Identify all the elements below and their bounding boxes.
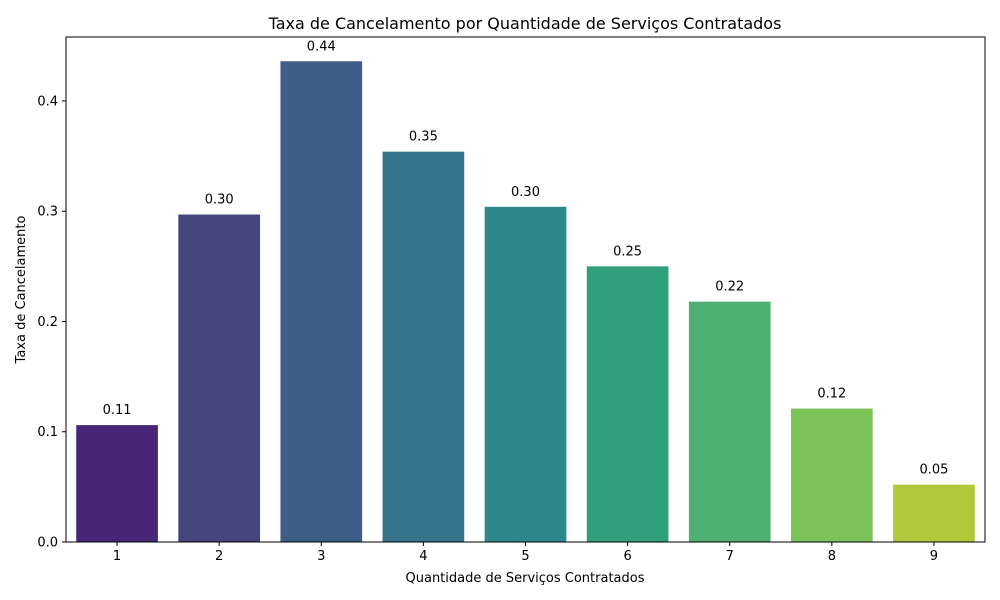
x-tick-label-6: 6 <box>623 549 631 564</box>
x-tick-label-8: 8 <box>828 549 836 564</box>
bar-5 <box>484 206 567 542</box>
data-label-6: 0.25 <box>613 244 642 259</box>
x-tick-label-9: 9 <box>930 549 938 564</box>
x-tick-label-4: 4 <box>419 549 427 564</box>
x-axis-label: Quantidade de Serviços Contratados <box>406 571 645 586</box>
y-tick-label-0: 0.0 <box>37 536 58 551</box>
y-tick-label-1: 0.1 <box>37 425 58 440</box>
x-tick-label-1: 1 <box>113 549 121 564</box>
y-tick-label-3: 0.3 <box>37 205 58 220</box>
x-tick-label-2: 2 <box>215 549 223 564</box>
data-label-3: 0.44 <box>307 39 336 54</box>
bar-3 <box>280 61 363 543</box>
data-label-4: 0.35 <box>409 130 438 145</box>
bar-8 <box>790 408 873 542</box>
data-label-2: 0.30 <box>205 193 234 208</box>
y-axis-label: Taxa de Cancelamento <box>14 216 29 365</box>
y-tick-label-4: 0.4 <box>37 94 58 109</box>
bar-4 <box>382 151 465 542</box>
x-tick-label-7: 7 <box>726 549 734 564</box>
y-tick-label-2: 0.2 <box>37 315 58 330</box>
ticks-layer: 1 2 3 4 5 6 7 8 9 0.0 0.1 0.2 0.3 0.4 <box>37 94 938 564</box>
bar-1 <box>76 425 158 542</box>
x-tick-label-3: 3 <box>317 549 325 564</box>
bar-6 <box>586 266 669 542</box>
bars-layer: 0.11 0.30 0.44 0.35 0.30 0.25 0.22 0.12 0.05 <box>76 39 975 543</box>
bar-9 <box>893 484 975 542</box>
plot-frame <box>65 36 986 543</box>
data-label-5: 0.30 <box>511 185 540 200</box>
chart-title: Taxa de Cancelamento por Quantidade de S… <box>268 14 782 33</box>
data-label-9: 0.05 <box>919 463 948 478</box>
x-tick-label-5: 5 <box>521 549 529 564</box>
data-label-1: 0.11 <box>103 403 132 418</box>
data-label-7: 0.22 <box>715 280 744 295</box>
bar-7 <box>688 301 771 542</box>
bar-2 <box>178 214 261 542</box>
data-label-8: 0.12 <box>817 387 846 402</box>
